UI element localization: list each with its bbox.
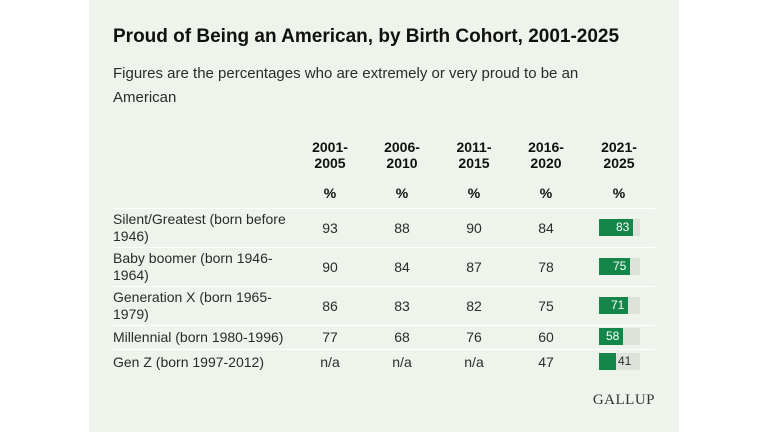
table-cell: 84 [394, 259, 410, 275]
bar-value-label: 83 [616, 220, 630, 234]
unit-label: % [395, 185, 409, 201]
chart-card: Proud of Being an American, by Birth Coh… [89, 0, 679, 432]
bar-value-label: 75 [613, 259, 627, 273]
row-label-silent-greatest: Silent/Greatest (born before 1946) [113, 211, 286, 244]
bar-value-label: 71 [611, 298, 625, 312]
table-cell: 60 [538, 329, 554, 345]
table-cell: n/a [320, 354, 340, 370]
column-header-2011-2015: 2011- 2015 [439, 139, 509, 171]
table-cell: n/a [464, 354, 484, 370]
column-header-2021-2025: 2021- 2025 [584, 139, 654, 171]
table-cell: 78 [538, 259, 554, 275]
unit-label: % [612, 185, 626, 201]
column-header-line1: 2011- [456, 139, 492, 155]
bar-fill [599, 258, 630, 275]
table-cell: 90 [322, 259, 338, 275]
column-header-line1: 2016- [528, 139, 564, 155]
column-header-line2: 2025 [603, 155, 635, 171]
bar-fill [599, 328, 623, 345]
gallup-logo: GALLUP [592, 392, 655, 408]
bar-fill [599, 219, 633, 236]
unit-label: % [467, 185, 481, 201]
row-label-millennial: Millennial (born 1980-1996) [113, 329, 284, 345]
row-divider [113, 286, 655, 287]
bar-fill [599, 297, 628, 314]
table-cell: 88 [394, 220, 410, 236]
bar-track: 75 [599, 258, 640, 275]
column-header-line1: 2021- [601, 139, 637, 155]
table-cell: 47 [538, 354, 554, 370]
bar-track: 83 [599, 219, 640, 236]
column-header-line2: 2005 [314, 155, 346, 171]
row-label-baby-boomer: Baby boomer (born 1946-1964) [113, 250, 273, 283]
chart-subtitle: Figures are the percentages who are extr… [113, 65, 579, 106]
bar-value-label: 58 [606, 329, 620, 343]
table-cell: 75 [538, 298, 554, 314]
table-cell: 84 [538, 220, 554, 236]
table-cell: 82 [466, 298, 482, 314]
bar-fill [599, 353, 616, 370]
chart-title: Proud of Being an American, by Birth Coh… [113, 26, 620, 47]
unit-label: % [323, 185, 337, 201]
table-cell: 87 [466, 259, 482, 275]
row-label-gen-z: Gen Z (born 1997-2012) [113, 354, 264, 370]
table-cell: n/a [392, 354, 412, 370]
column-header-2006-2010: 2006- 2010 [367, 139, 437, 171]
bar-track: 41 [599, 353, 640, 370]
bar-track: 58 [599, 328, 640, 345]
table-cell: 83 [394, 298, 410, 314]
table-cell: 93 [322, 220, 338, 236]
table-cell: 68 [394, 329, 410, 345]
column-header-line1: 2001- [312, 139, 348, 155]
unit-label: % [539, 185, 553, 201]
row-divider [113, 349, 655, 350]
column-header-line2: 2015 [458, 155, 490, 171]
row-divider [113, 247, 655, 248]
column-header-line2: 2020 [530, 155, 562, 171]
column-header-2001-2005: 2001- 2005 [295, 139, 365, 171]
bar-value-label: 41 [618, 354, 632, 368]
table-cell: 76 [466, 329, 482, 345]
table-cell: 86 [322, 298, 338, 314]
table-cell: 77 [322, 329, 338, 345]
row-divider [113, 208, 655, 209]
bar-track: 71 [599, 297, 640, 314]
row-label-generation-x: Generation X (born 1965-1979) [113, 289, 272, 322]
table-cell: 90 [466, 220, 482, 236]
column-header-line1: 2006- [384, 139, 420, 155]
column-header-line2: 2010 [386, 155, 418, 171]
column-header-2016-2020: 2016- 2020 [511, 139, 581, 171]
row-divider [113, 325, 655, 326]
